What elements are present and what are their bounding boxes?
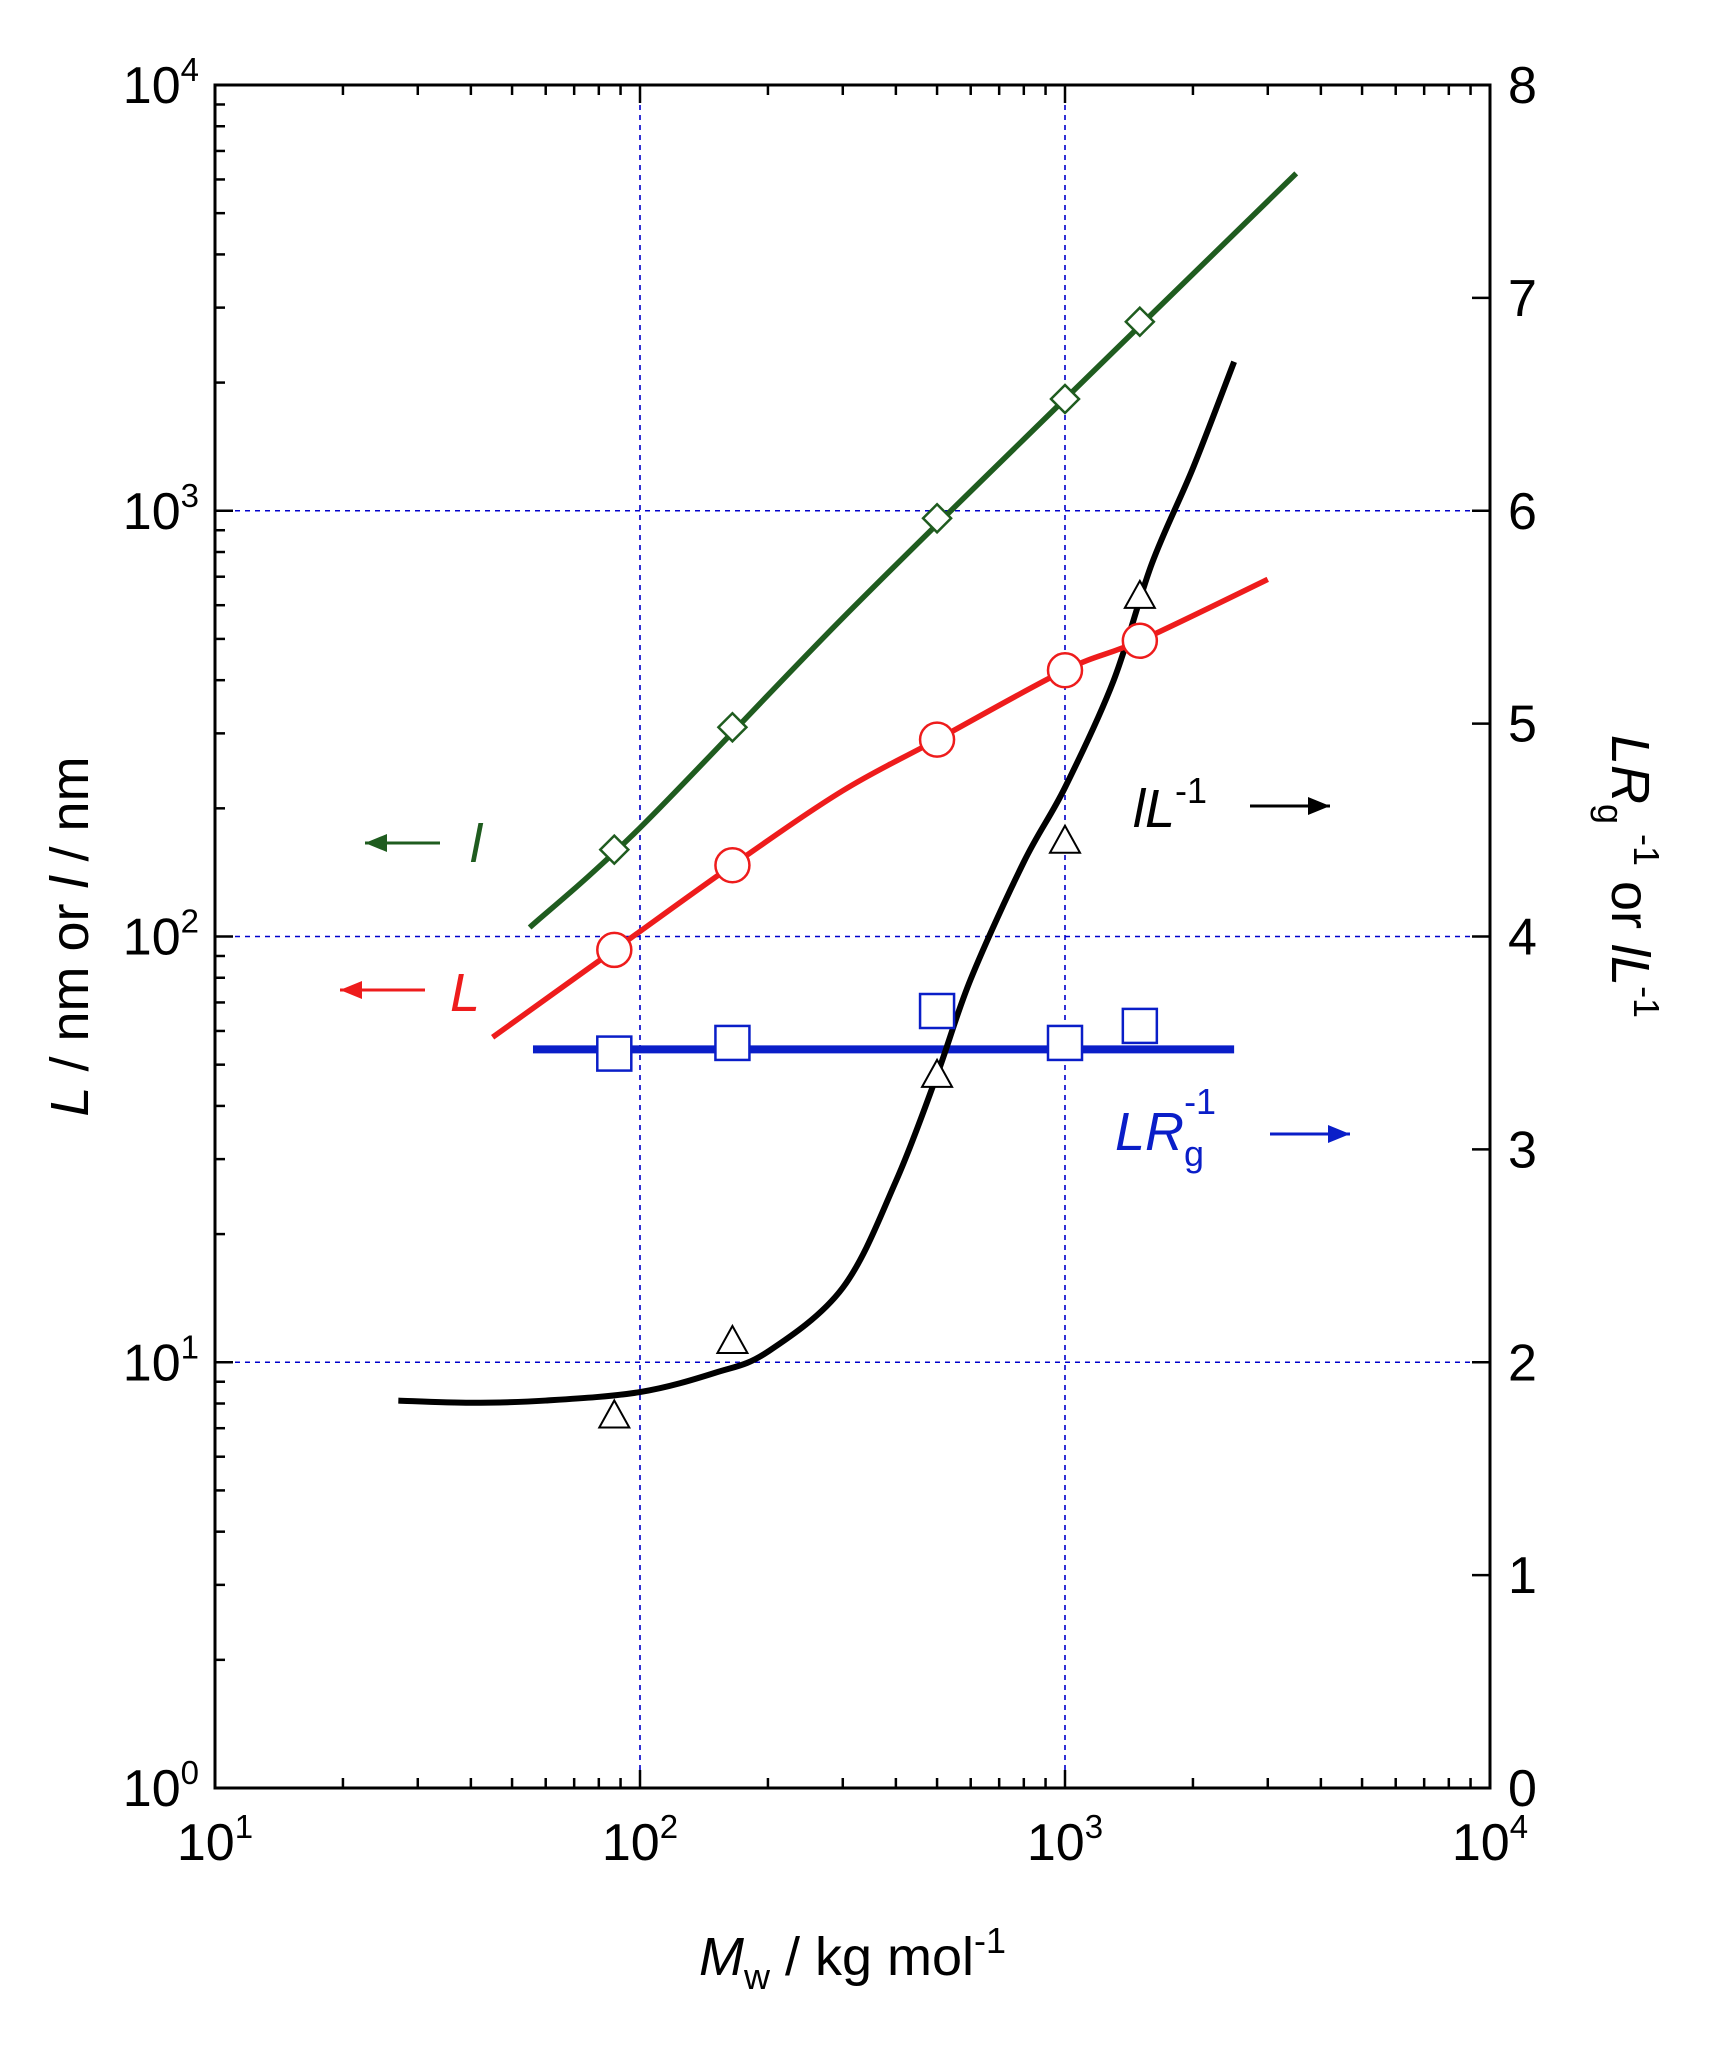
y-left-tick-label: 100 bbox=[123, 1754, 199, 1818]
axis-ticks bbox=[213, 83, 1490, 1790]
diamond-marker bbox=[598, 833, 631, 866]
annotation-l: l bbox=[365, 814, 484, 874]
y-right-axis-title: LRg -1 or lL-1 bbox=[1590, 735, 1667, 1018]
triangle-marker bbox=[920, 1057, 954, 1088]
y-left-tick-label: 103 bbox=[123, 477, 199, 541]
triangle-marker bbox=[1048, 823, 1082, 854]
x-tick-label: 104 bbox=[1452, 1808, 1528, 1872]
circle-marker bbox=[596, 931, 633, 969]
annotation-label: LRg-1 bbox=[1115, 1081, 1216, 1174]
x-tick-label: 103 bbox=[1027, 1808, 1103, 1872]
y-right-tick-label: 4 bbox=[1508, 909, 1537, 967]
y-right-tick-label: 5 bbox=[1508, 696, 1537, 754]
data-markers bbox=[596, 305, 1159, 1429]
annotation-label: l bbox=[470, 814, 484, 874]
annotation-lL1: lL-1 bbox=[1133, 770, 1330, 839]
circle-marker bbox=[714, 847, 751, 884]
triangle-marker bbox=[597, 1398, 631, 1429]
y-right-tick-label: 7 bbox=[1508, 270, 1537, 328]
grid-lines bbox=[215, 85, 1490, 1788]
triangle-marker bbox=[1123, 578, 1157, 609]
series-annotations: l L LRg-1 lL-1 bbox=[340, 770, 1350, 1174]
square-marker bbox=[596, 1035, 633, 1072]
square-marker bbox=[1121, 1007, 1159, 1045]
y-right-tick-label: 2 bbox=[1508, 1334, 1537, 1392]
triangle-marker bbox=[715, 1323, 750, 1354]
y-right-tick-label: 8 bbox=[1508, 57, 1537, 115]
y-right-tick-label: 0 bbox=[1508, 1760, 1537, 1818]
annotation-label: lL-1 bbox=[1133, 770, 1207, 839]
y-left-axis-title: L / nm or l / nm bbox=[40, 756, 100, 1116]
x-tick-label: 102 bbox=[602, 1808, 678, 1872]
y-left-tick-label: 104 bbox=[123, 51, 199, 115]
arrow-head bbox=[365, 834, 387, 852]
arrow-head bbox=[1308, 797, 1330, 815]
x-axis-title: Mw / kg mol-1 bbox=[699, 1920, 1006, 1997]
circle-marker bbox=[918, 721, 956, 758]
square-marker bbox=[714, 1024, 751, 1062]
diamond-marker bbox=[1124, 305, 1156, 338]
diamond-marker bbox=[716, 711, 749, 744]
circle-marker bbox=[1046, 652, 1084, 689]
y-right-tick-label: 6 bbox=[1508, 483, 1537, 541]
annotation-label: L bbox=[450, 963, 480, 1023]
y-right-tick-label: 1 bbox=[1508, 1547, 1537, 1605]
y-right-tick-label: 3 bbox=[1508, 1121, 1537, 1179]
y-left-tick-label: 102 bbox=[123, 903, 199, 967]
square-marker bbox=[1046, 1024, 1084, 1062]
arrow-head bbox=[1328, 1125, 1350, 1143]
x-tick-label: 101 bbox=[177, 1808, 253, 1872]
annotation-L: L bbox=[340, 963, 480, 1023]
annotation-LRg1: LRg-1 bbox=[1115, 1081, 1350, 1174]
circle-marker bbox=[1121, 622, 1159, 660]
arrow-head bbox=[340, 981, 362, 999]
square-marker bbox=[918, 992, 956, 1030]
diamond-marker bbox=[1049, 383, 1081, 415]
y-left-tick-label: 101 bbox=[123, 1328, 199, 1392]
diamond-marker bbox=[921, 502, 953, 535]
